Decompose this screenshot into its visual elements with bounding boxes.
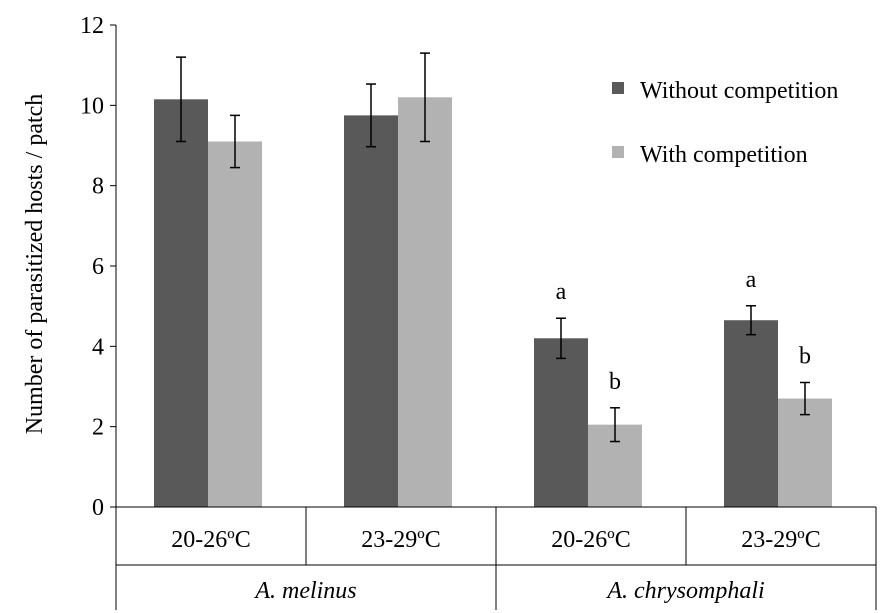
bar (778, 398, 832, 507)
bar (344, 115, 398, 507)
x-tick-label: 20-26ºC (171, 527, 250, 553)
y-tick-label: 2 (92, 415, 104, 441)
legend-label: With competition (640, 142, 808, 168)
x-group-label: A. melinus (253, 578, 356, 604)
bar (208, 141, 262, 507)
x-tick-label: 23-29ºC (741, 527, 820, 553)
y-tick-label: 0 (92, 495, 104, 521)
legend-label: Without competition (640, 78, 838, 104)
bar-annotation: a (556, 279, 567, 305)
bar (154, 99, 208, 507)
y-axis-label: Number of parasitized hosts / patch (22, 94, 48, 435)
y-tick-label: 12 (80, 13, 104, 39)
x-tick-label: 20-26ºC (551, 527, 630, 553)
plot-area: 0 2 4 6 8 10 12 a a b b 20-26ºC 23-29ºC 20-26ºC 23-29º… (80, 13, 877, 610)
x-tick-label: 23-29ºC (361, 527, 440, 553)
y-tick-label: 8 (92, 174, 104, 200)
y-tick-label: 6 (92, 254, 104, 280)
legend-swatch (612, 146, 624, 158)
y-tick-label: 10 (80, 93, 104, 119)
legend-swatch (612, 82, 624, 94)
bar (534, 338, 588, 507)
legend: Without competition With competition (612, 78, 838, 168)
bar-annotation: b (799, 343, 811, 369)
bar (724, 320, 778, 507)
y-tick-label: 4 (92, 334, 104, 360)
bar-annotation: a (746, 267, 757, 293)
bar-annotation: b (609, 369, 621, 395)
x-group-label: A. chrysomphali (605, 578, 764, 604)
bar (398, 97, 452, 508)
